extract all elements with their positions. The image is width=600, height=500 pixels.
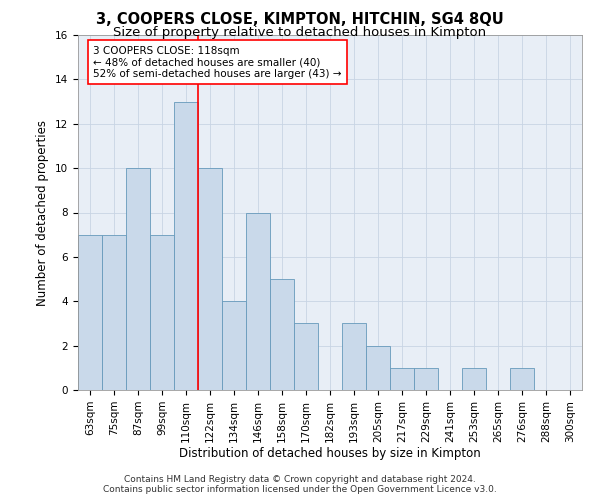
Bar bbox=[174, 102, 198, 390]
Bar bbox=[222, 301, 246, 390]
Bar bbox=[198, 168, 222, 390]
X-axis label: Distribution of detached houses by size in Kimpton: Distribution of detached houses by size … bbox=[179, 448, 481, 460]
Bar bbox=[390, 368, 414, 390]
Bar bbox=[78, 234, 102, 390]
Text: Contains HM Land Registry data © Crown copyright and database right 2024.
Contai: Contains HM Land Registry data © Crown c… bbox=[103, 474, 497, 494]
Bar bbox=[270, 279, 294, 390]
Text: 3 COOPERS CLOSE: 118sqm
← 48% of detached houses are smaller (40)
52% of semi-de: 3 COOPERS CLOSE: 118sqm ← 48% of detache… bbox=[93, 46, 341, 79]
Bar bbox=[414, 368, 438, 390]
Bar bbox=[246, 212, 270, 390]
Bar bbox=[510, 368, 534, 390]
Bar bbox=[294, 324, 318, 390]
Bar bbox=[462, 368, 486, 390]
Y-axis label: Number of detached properties: Number of detached properties bbox=[37, 120, 49, 306]
Text: 3, COOPERS CLOSE, KIMPTON, HITCHIN, SG4 8QU: 3, COOPERS CLOSE, KIMPTON, HITCHIN, SG4 … bbox=[96, 12, 504, 26]
Bar bbox=[126, 168, 150, 390]
Text: Size of property relative to detached houses in Kimpton: Size of property relative to detached ho… bbox=[113, 26, 487, 39]
Bar bbox=[366, 346, 390, 390]
Bar bbox=[342, 324, 366, 390]
Bar bbox=[102, 234, 126, 390]
Bar bbox=[150, 234, 174, 390]
